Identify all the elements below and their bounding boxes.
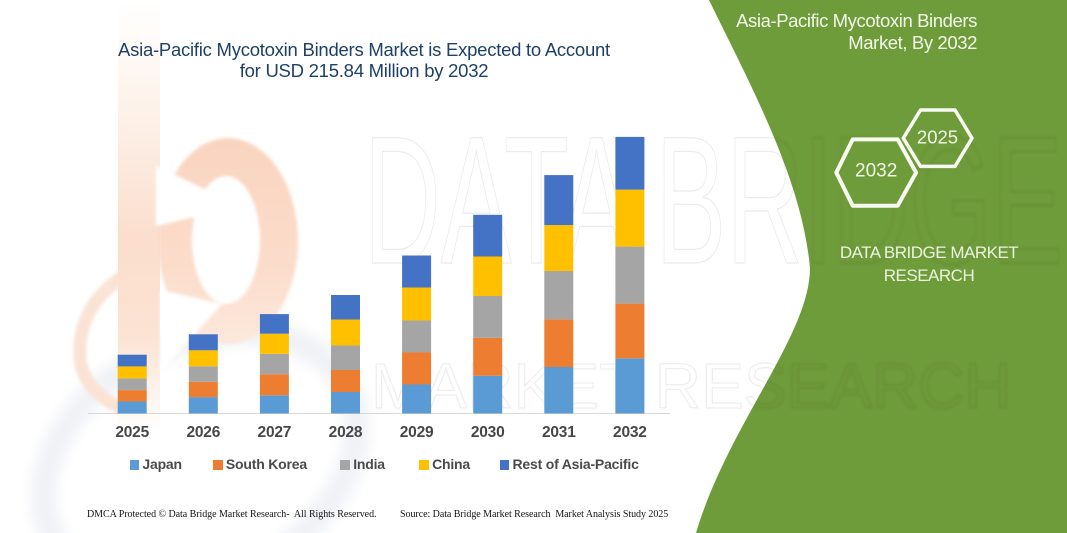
svg-text:2032: 2032 (855, 161, 897, 182)
svg-text:2025: 2025 (917, 127, 958, 148)
